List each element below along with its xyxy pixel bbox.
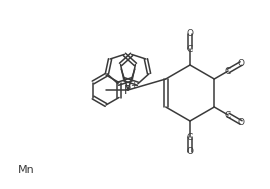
Text: P: P: [123, 84, 130, 97]
Text: O: O: [187, 147, 194, 156]
Text: C: C: [187, 132, 193, 142]
Text: O: O: [238, 59, 245, 68]
Text: O: O: [187, 29, 194, 39]
Text: C: C: [187, 44, 193, 53]
Text: O: O: [238, 118, 245, 127]
Text: +: +: [130, 81, 138, 90]
Text: C: C: [225, 67, 231, 75]
Text: C: C: [225, 111, 231, 119]
Text: Mn: Mn: [18, 165, 35, 175]
